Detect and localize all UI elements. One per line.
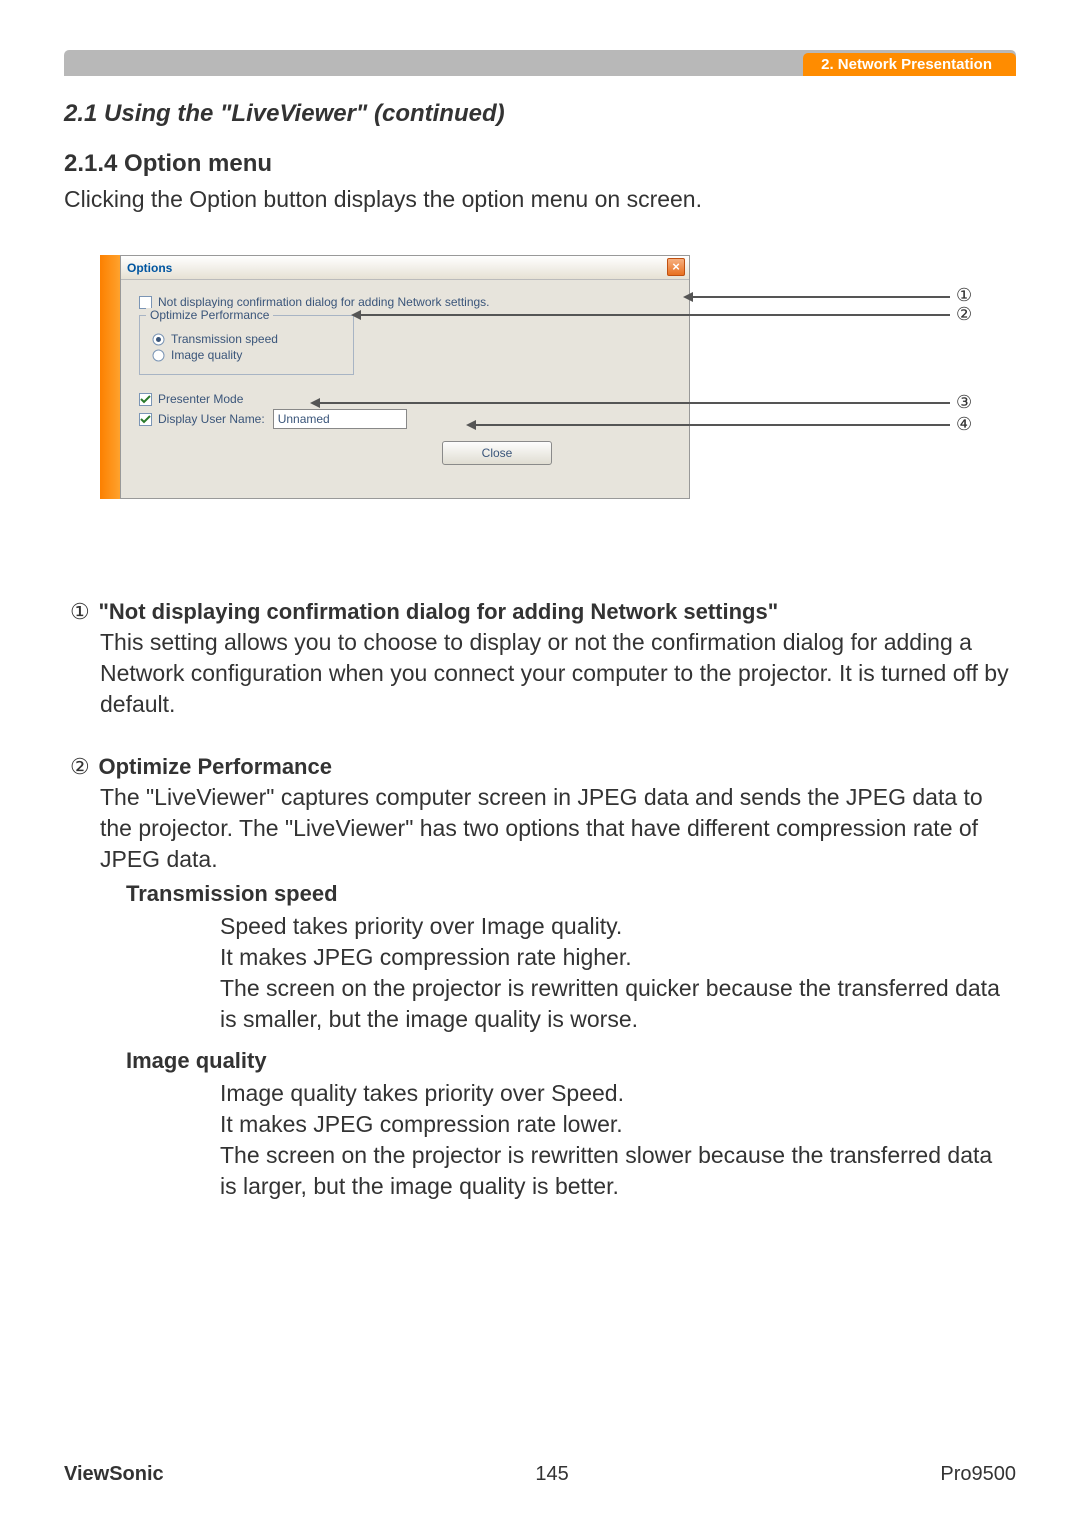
item-1-body: This setting allows you to choose to dis… [100,627,1010,720]
item-1: ① "Not displaying confirmation dialog fo… [70,599,1010,720]
close-button[interactable]: Close [442,441,552,465]
checkbox-checked-icon [139,393,152,406]
footer-model: Pro9500 [940,1463,1016,1486]
image-quality-body: Image quality takes priority over Speed.… [220,1078,1010,1202]
item-1-head: "Not displaying confirmation dialog for … [98,599,778,624]
dialog-titlebar: Options × [121,256,689,280]
options-dialog: Options × Not displaying confirmation di… [120,255,690,499]
callout-line [692,296,950,298]
item-2-head: Optimize Performance [98,754,332,779]
item-2: ② Optimize Performance The "LiveViewer" … [70,754,1010,1202]
checkbox-checked-icon [139,413,152,426]
radio-selected-icon [152,333,165,346]
radio-speed-label: Transmission speed [171,332,278,346]
checkbox-notdisplay[interactable]: Not displaying confirmation dialog for a… [139,295,675,309]
callout-line [360,314,950,316]
chapter-bar: 2. Network Presentation [64,50,1016,76]
radio-image-quality[interactable]: Image quality [152,348,341,362]
optimize-legend: Optimize Performance [146,308,273,322]
callout-4: ④ [956,414,972,435]
image-quality-head: Image quality [126,1048,1010,1074]
radio-icon [152,349,165,362]
footer-page: 145 [535,1463,568,1486]
footer-brand: ViewSonic [64,1463,164,1486]
item-2-num: ② [70,754,94,780]
dialog-title-text: Options [127,261,172,275]
dialog-close-button[interactable]: × [667,258,685,276]
checkbox-username-label: Display User Name: [158,412,265,426]
radio-transmission-speed[interactable]: Transmission speed [152,332,341,346]
intro-text: Clicking the Option button displays the … [64,184,1016,215]
subsection-title: 2.1.4 Option menu [64,150,1016,178]
transmission-speed-body: Speed takes priority over Image quality.… [220,911,1010,1035]
username-input[interactable]: Unnamed [273,409,407,429]
item-2-body: The "LiveViewer" captures computer scree… [100,782,1010,875]
radio-quality-label: Image quality [171,348,242,362]
checkbox-presenter-label: Presenter Mode [158,392,243,406]
transmission-speed-head: Transmission speed [126,881,1010,907]
callout-line [475,424,950,426]
options-dialog-figure: Options × Not displaying confirmation di… [100,255,980,499]
item-1-num: ① [70,599,94,625]
callout-1: ① [956,285,972,306]
chapter-label: 2. Network Presentation [803,53,1016,76]
checkbox-notdisplay-label: Not displaying confirmation dialog for a… [158,295,490,309]
accent-strip [100,255,120,499]
callout-2: ② [956,304,972,325]
section-title: 2.1 Using the "LiveViewer" (continued) [64,100,1016,128]
optimize-fieldset: Optimize Performance Transmission speed … [139,315,354,375]
callout-line [319,402,950,404]
checkbox-icon [139,296,152,309]
page-footer: ViewSonic 145 Pro9500 [64,1463,1016,1486]
callout-3: ③ [956,392,972,413]
checkbox-username[interactable]: Display User Name: Unnamed [139,409,675,429]
